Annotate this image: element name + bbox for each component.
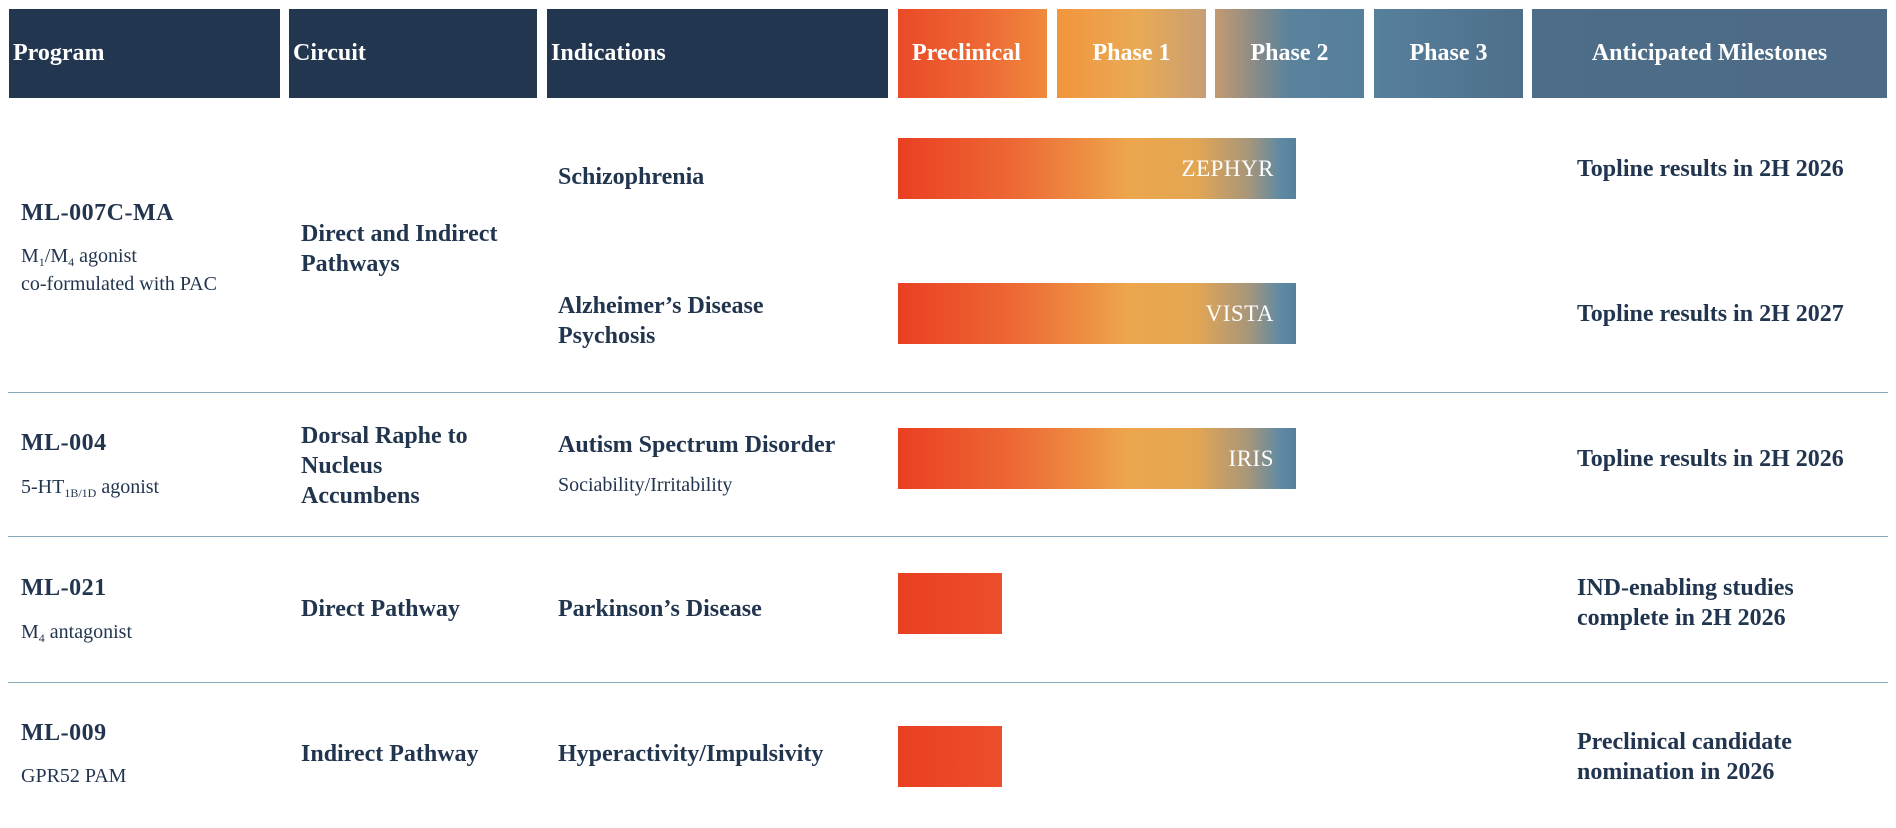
indication-label: Autism Spectrum Disorder	[558, 432, 836, 458]
indication-label: Parkinson’s Disease	[558, 596, 762, 622]
trial-name: ZEPHYR	[1181, 155, 1274, 181]
header-preclinical: Preclinical	[898, 9, 1047, 98]
program-mechanism: GPR52 PAM	[21, 765, 127, 787]
milestone-label: IND-enabling studies complete in 2H 2026	[1577, 575, 1794, 631]
header-circuit: Circuit	[289, 9, 537, 98]
phase-bar: ZEPHYR	[898, 138, 1296, 199]
indication-label: Hyperactivity/Impulsivity	[558, 741, 824, 767]
trial-name: VISTA	[1205, 300, 1274, 326]
circuit-label: Direct and Indirect Pathways	[301, 221, 498, 277]
header-anticipated-milestones: Anticipated Milestones	[1532, 9, 1887, 98]
phase-bar	[898, 573, 1002, 634]
phase-bar: VISTA	[898, 283, 1296, 344]
header-phase-3: Phase 3	[1374, 9, 1523, 98]
milestone-label: Topline results in 2H 2027	[1577, 301, 1844, 327]
header-phase-1: Phase 1	[1057, 9, 1206, 98]
phase-bar	[898, 726, 1002, 787]
circuit-label: Direct Pathway	[301, 596, 460, 622]
program-name: ML-021	[21, 575, 107, 601]
row-divider	[8, 392, 1888, 393]
program-name: ML-007C-MA	[21, 200, 174, 226]
circuit-label: Dorsal Raphe to Nucleus Accumbens	[301, 423, 468, 509]
milestone-label: Topline results in 2H 2026	[1577, 156, 1844, 182]
indication-label: Alzheimer’s Disease Psychosis	[558, 293, 764, 349]
row-divider	[8, 682, 1888, 683]
circuit-label: Indirect Pathway	[301, 741, 479, 767]
indication-label: Schizophrenia	[558, 164, 705, 190]
header-indications: Indications	[547, 9, 888, 98]
milestone-label: Preclinical candidate nomination in 2026	[1577, 729, 1792, 785]
row-divider	[8, 536, 1888, 537]
program-name: ML-009	[21, 720, 107, 746]
milestone-label: Topline results in 2H 2026	[1577, 446, 1844, 472]
program-formulation: co-formulated with PAC	[21, 273, 217, 295]
program-mechanism: 5-HT1B/1D agonist	[21, 476, 160, 500]
phase-bar: IRIS	[898, 428, 1296, 489]
program-mechanism: M1/M4 agonist	[21, 245, 137, 269]
program-name: ML-004	[21, 430, 107, 456]
header-phase-2: Phase 2	[1215, 9, 1364, 98]
indication-sublabel: Sociability/Irritability	[558, 474, 733, 496]
program-mechanism: M4 antagonist	[21, 621, 133, 645]
header-program: Program	[9, 9, 280, 98]
trial-name: IRIS	[1228, 445, 1274, 471]
